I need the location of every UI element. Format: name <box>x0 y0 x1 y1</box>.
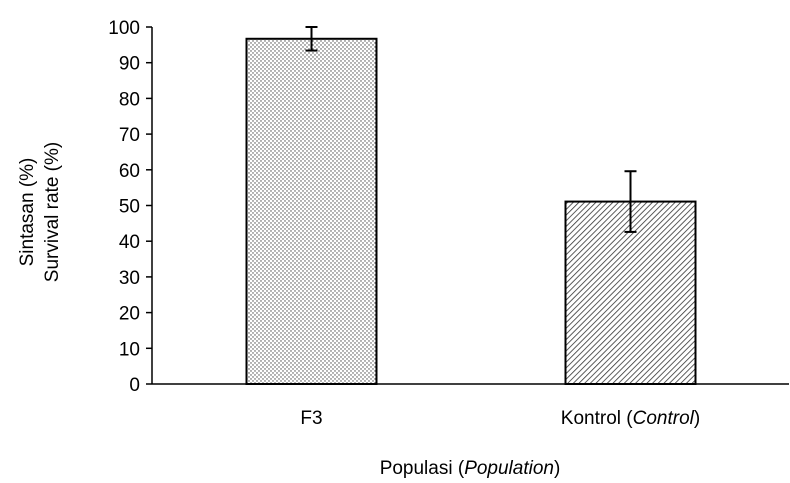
y-tick-label: 20 <box>119 304 140 325</box>
x-axis-category-labels: F3 Kontrol (Control) <box>300 408 700 429</box>
bar-f3 <box>245 37 378 385</box>
x-tick-label: F3 <box>300 408 322 429</box>
y-axis-title-line-2: Survival rate (%) <box>42 142 63 282</box>
y-tick-label: 50 <box>119 197 140 218</box>
x-tick-label: Kontrol (Control) <box>561 408 700 429</box>
y-tick-label: 60 <box>119 161 140 182</box>
x-axis-title: Populasi (Population) <box>380 458 561 479</box>
bars-group <box>245 37 697 385</box>
y-tick-label: 30 <box>119 268 140 289</box>
y-tick-label: 100 <box>108 18 140 39</box>
y-tick-label: 0 <box>129 375 140 396</box>
error-bar-f3 <box>305 26 318 52</box>
error-bar-kontrol <box>624 170 637 233</box>
y-axis-title: Sintasan (%) Survival rate (%) <box>17 142 63 282</box>
y-tick-label: 40 <box>119 232 140 253</box>
y-tick-label: 90 <box>119 54 140 75</box>
y-tick-label: 10 <box>119 339 140 360</box>
y-axis-ticks: 0 10 20 30 40 50 60 70 80 90 100 <box>108 18 152 396</box>
error-bars-group <box>305 26 637 233</box>
y-tick-label: 80 <box>119 89 140 110</box>
y-tick-label: 70 <box>119 125 140 146</box>
y-axis-title-line-1: Sintasan (%) <box>17 158 38 267</box>
